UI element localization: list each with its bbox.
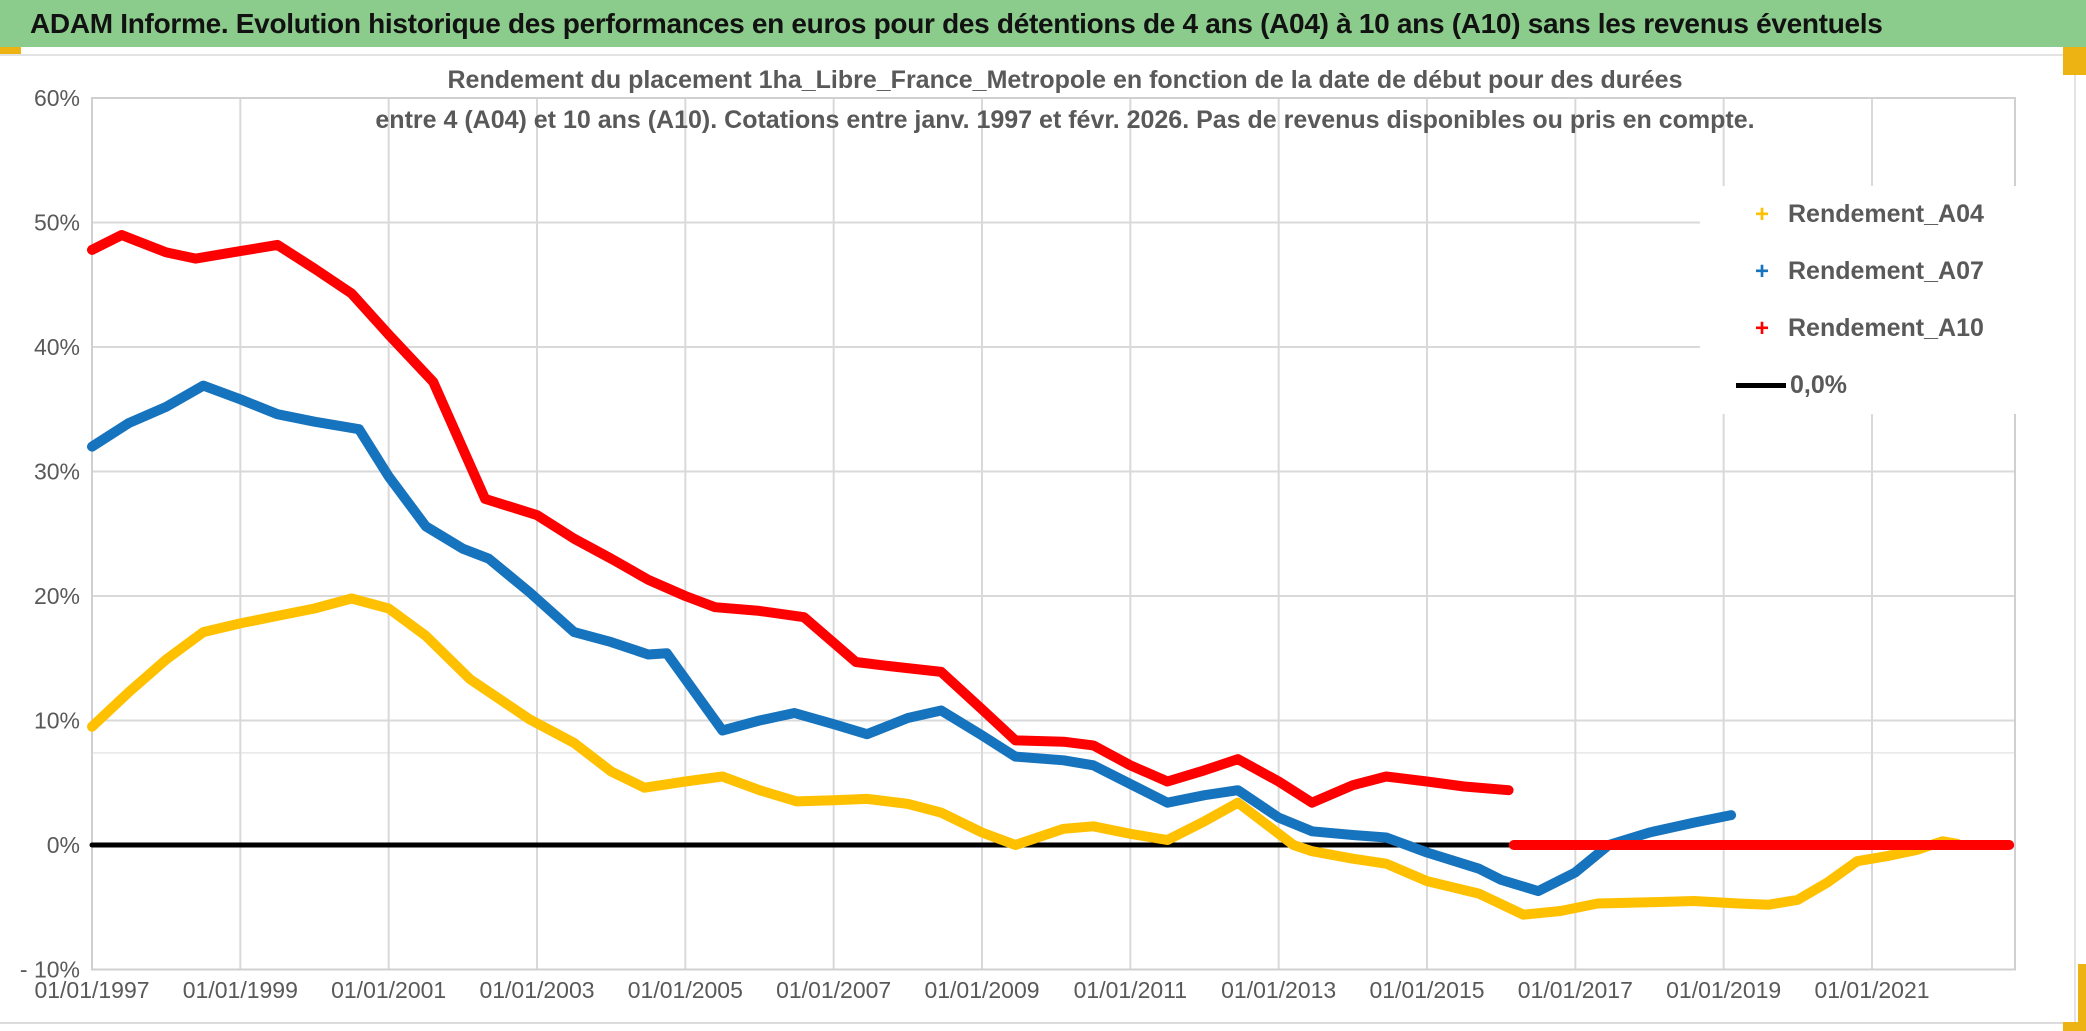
series-line-rendement_a07 bbox=[87, 380, 1737, 897]
x-tick-label: 01/01/2001 bbox=[331, 977, 446, 1003]
legend-item-zero-line[interactable]: 0,0% bbox=[1700, 357, 2068, 414]
x-tick-label: 01/01/2013 bbox=[1221, 977, 1336, 1003]
legend-item-rendement-a10[interactable]: + Rendement_A10 bbox=[1700, 300, 2068, 357]
chart-title-line-2: entre 4 (A04) et 10 ans (A10). Cotations… bbox=[375, 106, 1755, 134]
yellow-accent-top-left bbox=[0, 47, 21, 54]
x-tick-label: 01/01/1997 bbox=[34, 977, 149, 1003]
series-line-rendement_a10 bbox=[87, 230, 1514, 808]
plus-marker-icon: + bbox=[1754, 314, 1769, 342]
x-tick-label: 01/01/2009 bbox=[924, 977, 1039, 1003]
legend-label: Rendement_A04 bbox=[1788, 200, 1984, 228]
frame-divider-bottom bbox=[0, 1022, 2086, 1024]
y-tick-label: 10% bbox=[34, 708, 80, 734]
x-tick-label: 01/01/2017 bbox=[1518, 977, 1633, 1003]
y-tick-label: 50% bbox=[34, 210, 80, 236]
plus-marker-icon: + bbox=[1754, 257, 1769, 285]
legend-label: Rendement_A10 bbox=[1788, 314, 1984, 342]
series-line-rendement_a04 bbox=[87, 593, 1963, 920]
y-tick-label: - 10% bbox=[20, 957, 80, 983]
x-tick-label: 01/01/2011 bbox=[1074, 977, 1187, 1003]
title-banner: ADAM Informe. Evolution historique des p… bbox=[0, 0, 2086, 47]
chart-title-line-1: Rendement du placement 1ha_Libre_France_… bbox=[447, 66, 1683, 94]
x-tick-label: 01/01/2003 bbox=[479, 977, 594, 1003]
y-tick-label: 60% bbox=[34, 85, 80, 111]
chart-title: Rendement du placement 1ha_Libre_France_… bbox=[100, 60, 2030, 140]
y-tick-label: 40% bbox=[34, 334, 80, 360]
legend-item-rendement-a04[interactable]: + Rendement_A04 bbox=[1700, 186, 2068, 243]
line-swatch-icon bbox=[1736, 383, 1786, 388]
y-tick-label: 0% bbox=[47, 832, 80, 858]
x-tick-label: 01/01/2015 bbox=[1369, 977, 1484, 1003]
x-tick-label: 01/01/2021 bbox=[1814, 977, 1929, 1003]
chart-legend: + Rendement_A04 + Rendement_A07 + Rendem… bbox=[1700, 186, 2068, 414]
x-tick-label: 01/01/2005 bbox=[628, 977, 743, 1003]
frame-divider-right bbox=[2074, 54, 2076, 1023]
x-tick-label: 01/01/1999 bbox=[183, 977, 298, 1003]
yellow-accent-right-strip bbox=[2078, 964, 2086, 1031]
yellow-accent-bottom-right bbox=[2063, 1022, 2086, 1031]
plus-marker-icon: + bbox=[1754, 200, 1769, 228]
legend-label: 0,0% bbox=[1790, 371, 1847, 399]
x-tick-label: 01/01/2019 bbox=[1666, 977, 1781, 1003]
yellow-accent-top-right bbox=[2063, 47, 2086, 75]
frame-divider-top bbox=[0, 54, 2086, 56]
banner-title: ADAM Informe. Evolution historique des p… bbox=[30, 7, 1883, 39]
x-tick-label: 01/01/2007 bbox=[776, 977, 891, 1003]
y-tick-label: 20% bbox=[34, 583, 80, 609]
plot-border bbox=[91, 97, 2016, 971]
y-tick-label: 30% bbox=[34, 459, 80, 485]
legend-label: Rendement_A07 bbox=[1788, 257, 1984, 285]
legend-item-rendement-a07[interactable]: + Rendement_A07 bbox=[1700, 243, 2068, 300]
